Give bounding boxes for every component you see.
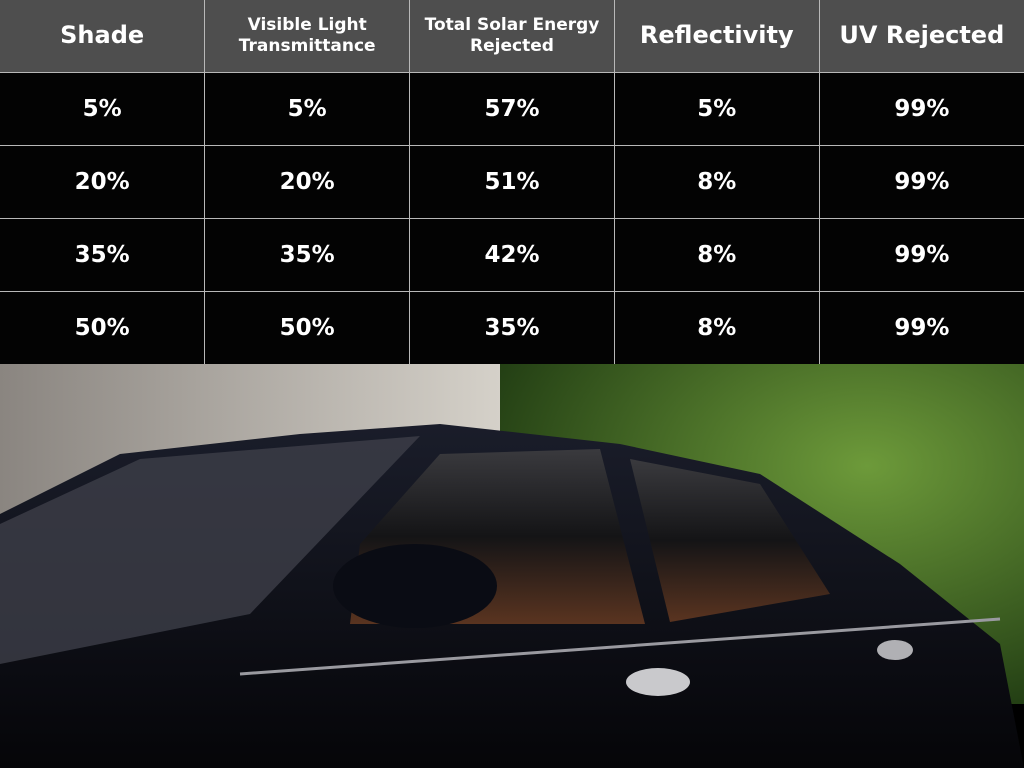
cell: 99% bbox=[818, 71, 1024, 146]
side-mirror bbox=[333, 544, 497, 628]
tint-spec-table: Shade Visible Light Transmittance Total … bbox=[0, 0, 1024, 365]
cell: 20% bbox=[0, 144, 206, 219]
header-shade: Shade bbox=[0, 0, 206, 73]
cell: 50% bbox=[204, 290, 411, 365]
tinted-car-photo bbox=[0, 364, 1024, 768]
cell: 99% bbox=[818, 144, 1024, 219]
cell: 8% bbox=[613, 217, 820, 292]
header-vlt: Visible Light Transmittance bbox=[204, 0, 411, 73]
cell: 5% bbox=[204, 71, 411, 146]
cell: 8% bbox=[613, 290, 820, 365]
cell: 20% bbox=[204, 144, 411, 219]
header-row: Shade Visible Light Transmittance Total … bbox=[0, 0, 1024, 73]
header-reflectivity: Reflectivity bbox=[613, 0, 820, 73]
cell: 99% bbox=[818, 290, 1024, 365]
cell: 35% bbox=[409, 290, 615, 365]
header-tser: Total Solar Energy Rejected bbox=[409, 0, 615, 73]
cell: 42% bbox=[409, 217, 615, 292]
cell: 8% bbox=[613, 144, 820, 219]
table-row: 20% 20% 51% 8% 99% bbox=[0, 144, 1024, 219]
cell: 35% bbox=[204, 217, 411, 292]
rear-door-handle bbox=[877, 640, 913, 660]
table-row: 5% 5% 57% 5% 99% bbox=[0, 71, 1024, 146]
header-uv: UV Rejected bbox=[818, 0, 1024, 73]
cell: 5% bbox=[0, 71, 206, 146]
rear-window bbox=[630, 459, 830, 622]
table-row: 50% 50% 35% 8% 99% bbox=[0, 290, 1024, 365]
door-handle bbox=[626, 668, 690, 696]
windshield bbox=[0, 436, 420, 664]
cell: 57% bbox=[409, 71, 615, 146]
cell: 35% bbox=[0, 217, 206, 292]
door-chrome-line bbox=[239, 617, 1001, 676]
table-row: 35% 35% 42% 8% 99% bbox=[0, 217, 1024, 292]
cell: 51% bbox=[409, 144, 615, 219]
cell: 99% bbox=[818, 217, 1024, 292]
cell: 5% bbox=[613, 71, 820, 146]
cell: 50% bbox=[0, 290, 206, 365]
